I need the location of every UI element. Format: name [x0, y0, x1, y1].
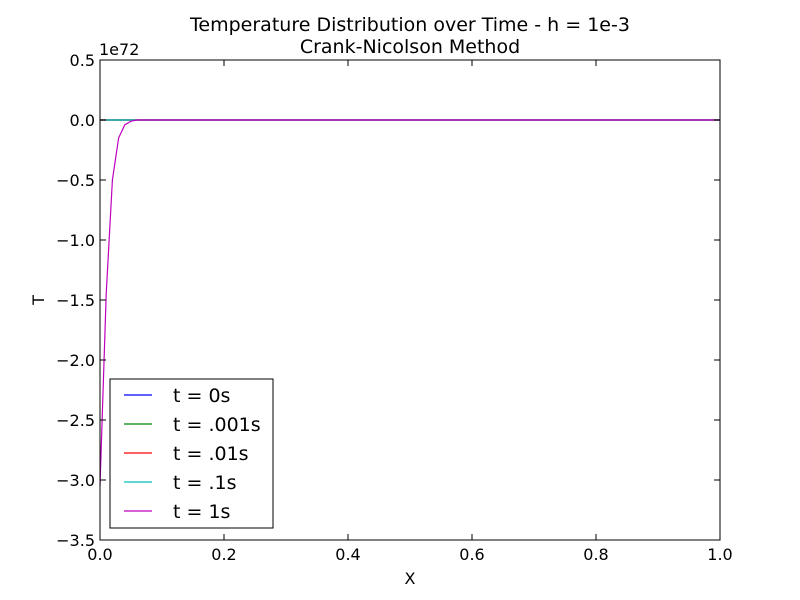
- x-tick-label: 0.8: [583, 545, 608, 564]
- y-tick-label: −1.0: [56, 231, 95, 250]
- y-axis-label: T: [29, 295, 48, 306]
- y-tick-label: −0.5: [56, 171, 95, 190]
- legend-label: t = .1s: [173, 472, 236, 494]
- series-line: [100, 119, 720, 487]
- x-tick-label: 0.4: [335, 545, 360, 564]
- legend-label: t = .01s: [173, 443, 249, 465]
- y-tick-label: −2.0: [56, 351, 95, 370]
- x-axis-label: X: [405, 569, 416, 588]
- x-tick-label: 0.6: [459, 545, 484, 564]
- y-tick-label: −3.5: [56, 531, 95, 550]
- y-tick-label: 0.0: [70, 111, 95, 130]
- y-tick-label: 0.5: [70, 51, 95, 70]
- chart-subtitle: Crank-Nicolson Method: [300, 36, 520, 58]
- y-tick-label: −1.5: [56, 291, 95, 310]
- x-tick-label: 1.0: [707, 545, 732, 564]
- x-tick-label: 0.0: [87, 545, 112, 564]
- y-tick-label: −2.5: [56, 411, 95, 430]
- legend-label: t = 0s: [173, 385, 230, 407]
- y-tick-label: −3.0: [56, 471, 95, 490]
- chart-title: Temperature Distribution over Time - h =…: [189, 14, 630, 36]
- x-tick-label: 0.2: [211, 545, 236, 564]
- legend-label: t = .001s: [173, 414, 261, 436]
- y-offset-label: 1e72: [99, 40, 139, 59]
- legend: t = 0s t = .001s t = .01s t = .1s t = 1s: [109, 378, 274, 529]
- legend-label: t = 1s: [173, 501, 230, 523]
